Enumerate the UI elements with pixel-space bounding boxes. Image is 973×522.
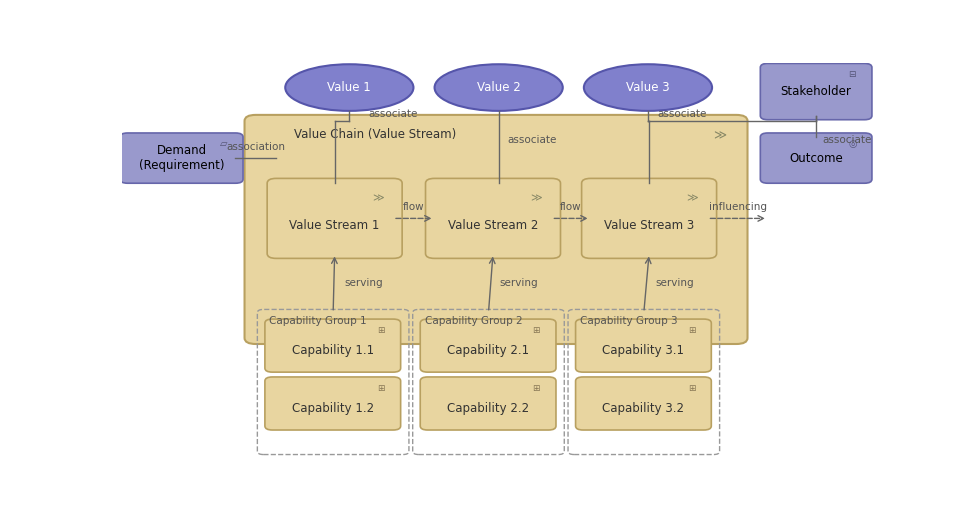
FancyBboxPatch shape — [268, 179, 402, 258]
Text: associate: associate — [822, 135, 872, 145]
Text: Capability Group 3: Capability Group 3 — [580, 316, 678, 326]
Text: serving: serving — [655, 278, 694, 288]
Text: ⊞: ⊞ — [378, 384, 384, 393]
Text: ◎: ◎ — [848, 139, 856, 149]
Text: influencing: influencing — [708, 202, 767, 212]
Text: serving: serving — [344, 278, 383, 288]
Ellipse shape — [584, 64, 712, 111]
Text: ▱: ▱ — [220, 139, 227, 149]
FancyBboxPatch shape — [576, 377, 711, 430]
Text: ≫: ≫ — [687, 194, 699, 204]
Ellipse shape — [435, 64, 562, 111]
FancyBboxPatch shape — [420, 319, 556, 372]
Text: Capability Group 1: Capability Group 1 — [270, 316, 367, 326]
FancyBboxPatch shape — [425, 179, 560, 258]
Text: Value 3: Value 3 — [627, 81, 669, 94]
Text: ⊞: ⊞ — [688, 326, 696, 335]
Text: Capability 3.2: Capability 3.2 — [602, 402, 684, 415]
Text: Outcome: Outcome — [789, 151, 843, 164]
Text: associate: associate — [657, 109, 706, 119]
Text: ≫: ≫ — [373, 194, 383, 204]
FancyBboxPatch shape — [244, 115, 747, 344]
Text: ⊞: ⊞ — [532, 326, 540, 335]
Text: association: association — [227, 142, 285, 152]
FancyBboxPatch shape — [420, 377, 556, 430]
Text: Capability 2.2: Capability 2.2 — [447, 402, 529, 415]
Text: flow: flow — [403, 202, 424, 212]
Text: Capability Group 2: Capability Group 2 — [425, 316, 523, 326]
Text: Value 1: Value 1 — [328, 81, 372, 94]
Text: ⊞: ⊞ — [378, 326, 384, 335]
Text: associate: associate — [508, 135, 558, 145]
FancyBboxPatch shape — [120, 133, 243, 183]
Text: ⊞: ⊞ — [688, 384, 696, 393]
Ellipse shape — [285, 64, 414, 111]
Text: ≫: ≫ — [713, 129, 726, 143]
Text: Value Stream 1: Value Stream 1 — [289, 219, 379, 232]
Text: associate: associate — [368, 109, 417, 119]
FancyBboxPatch shape — [760, 64, 872, 120]
Text: Capability 3.1: Capability 3.1 — [602, 344, 684, 357]
Text: Capability 1.1: Capability 1.1 — [292, 344, 374, 357]
Text: Value Chain (Value Stream): Value Chain (Value Stream) — [294, 128, 455, 141]
FancyBboxPatch shape — [265, 319, 401, 372]
Text: Capability 1.2: Capability 1.2 — [292, 402, 374, 415]
Text: serving: serving — [500, 278, 538, 288]
Text: Value 2: Value 2 — [477, 81, 521, 94]
Text: Capability 2.1: Capability 2.1 — [447, 344, 529, 357]
Text: ⊞: ⊞ — [532, 384, 540, 393]
Text: Stakeholder: Stakeholder — [780, 85, 851, 98]
FancyBboxPatch shape — [760, 133, 872, 183]
Text: Demand
(Requirement): Demand (Requirement) — [139, 144, 225, 172]
Text: ≫: ≫ — [530, 194, 542, 204]
Text: flow: flow — [560, 202, 582, 212]
Text: ⊟: ⊟ — [848, 70, 856, 79]
FancyBboxPatch shape — [582, 179, 716, 258]
FancyBboxPatch shape — [265, 377, 401, 430]
FancyBboxPatch shape — [576, 319, 711, 372]
Text: Value Stream 3: Value Stream 3 — [604, 219, 694, 232]
Text: Value Stream 2: Value Stream 2 — [448, 219, 538, 232]
